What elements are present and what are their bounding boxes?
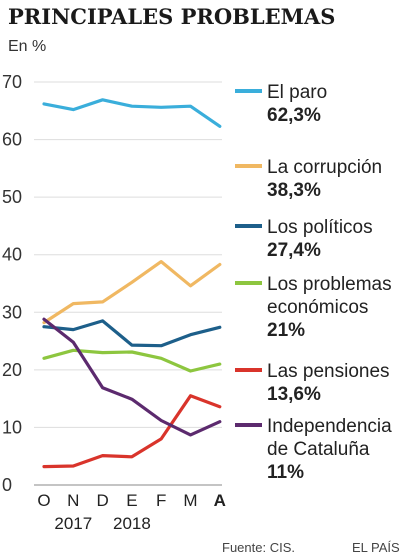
x-tick-label: F <box>156 491 166 510</box>
x-tick-label: M <box>183 491 197 510</box>
unit-label: En % <box>8 38 46 55</box>
x-tick-label: N <box>67 491 79 510</box>
source-note: Fuente: CIS. <box>222 540 295 555</box>
y-tick-label: 20 <box>2 360 22 380</box>
y-tick-label: 40 <box>2 245 22 265</box>
legend-value: 38,3% <box>267 180 321 201</box>
publisher-credit: EL PAÍS <box>352 540 400 555</box>
x-tick-label: O <box>37 491 50 510</box>
legend-value: 11% <box>267 462 304 483</box>
year-label: 2018 <box>113 514 151 533</box>
y-tick-label: 10 <box>2 417 22 437</box>
series-line-1 <box>42 260 222 325</box>
legend-label: económicos <box>267 297 368 318</box>
series-line-4 <box>42 394 222 469</box>
gridlines <box>34 81 222 486</box>
plot-area <box>42 98 222 469</box>
series-line-0 <box>42 98 222 128</box>
series-line-3 <box>42 348 222 373</box>
x-tick-label: D <box>96 491 108 510</box>
legend-label: La corrupción <box>267 157 382 178</box>
y-tick-label: 70 <box>2 72 22 92</box>
y-tick-label: 30 <box>2 302 22 322</box>
legend-label: Las pensiones <box>267 361 390 382</box>
legend-value: 21% <box>267 320 305 341</box>
legend-value: 13,6% <box>267 384 321 405</box>
x-tick-label: E <box>126 491 137 510</box>
y-tick-label: 50 <box>2 187 22 207</box>
legend-label: de Cataluña <box>267 439 370 460</box>
legend-label: Los políticos <box>267 217 373 238</box>
x-tick-label: A <box>214 491 226 510</box>
y-tick-label: 60 <box>2 130 22 150</box>
chart-title: PRINCIPALES PROBLEMAS <box>8 4 335 29</box>
legend-value: 62,3% <box>267 105 321 126</box>
year-label: 2017 <box>54 514 92 533</box>
legend-label: Independencia <box>267 416 392 437</box>
y-tick-label: 0 <box>2 475 12 495</box>
legend-value: 27,4% <box>267 240 321 261</box>
y-axis: 0 10 20 30 40 50 60 70 <box>2 72 22 495</box>
series-line-5 <box>42 317 222 437</box>
series-line-2 <box>42 319 222 348</box>
x-axis: O N D E F M A 2017 2018 <box>37 491 226 533</box>
legend-label: El paro <box>267 82 327 103</box>
legend-label: Los problemas <box>267 274 392 295</box>
